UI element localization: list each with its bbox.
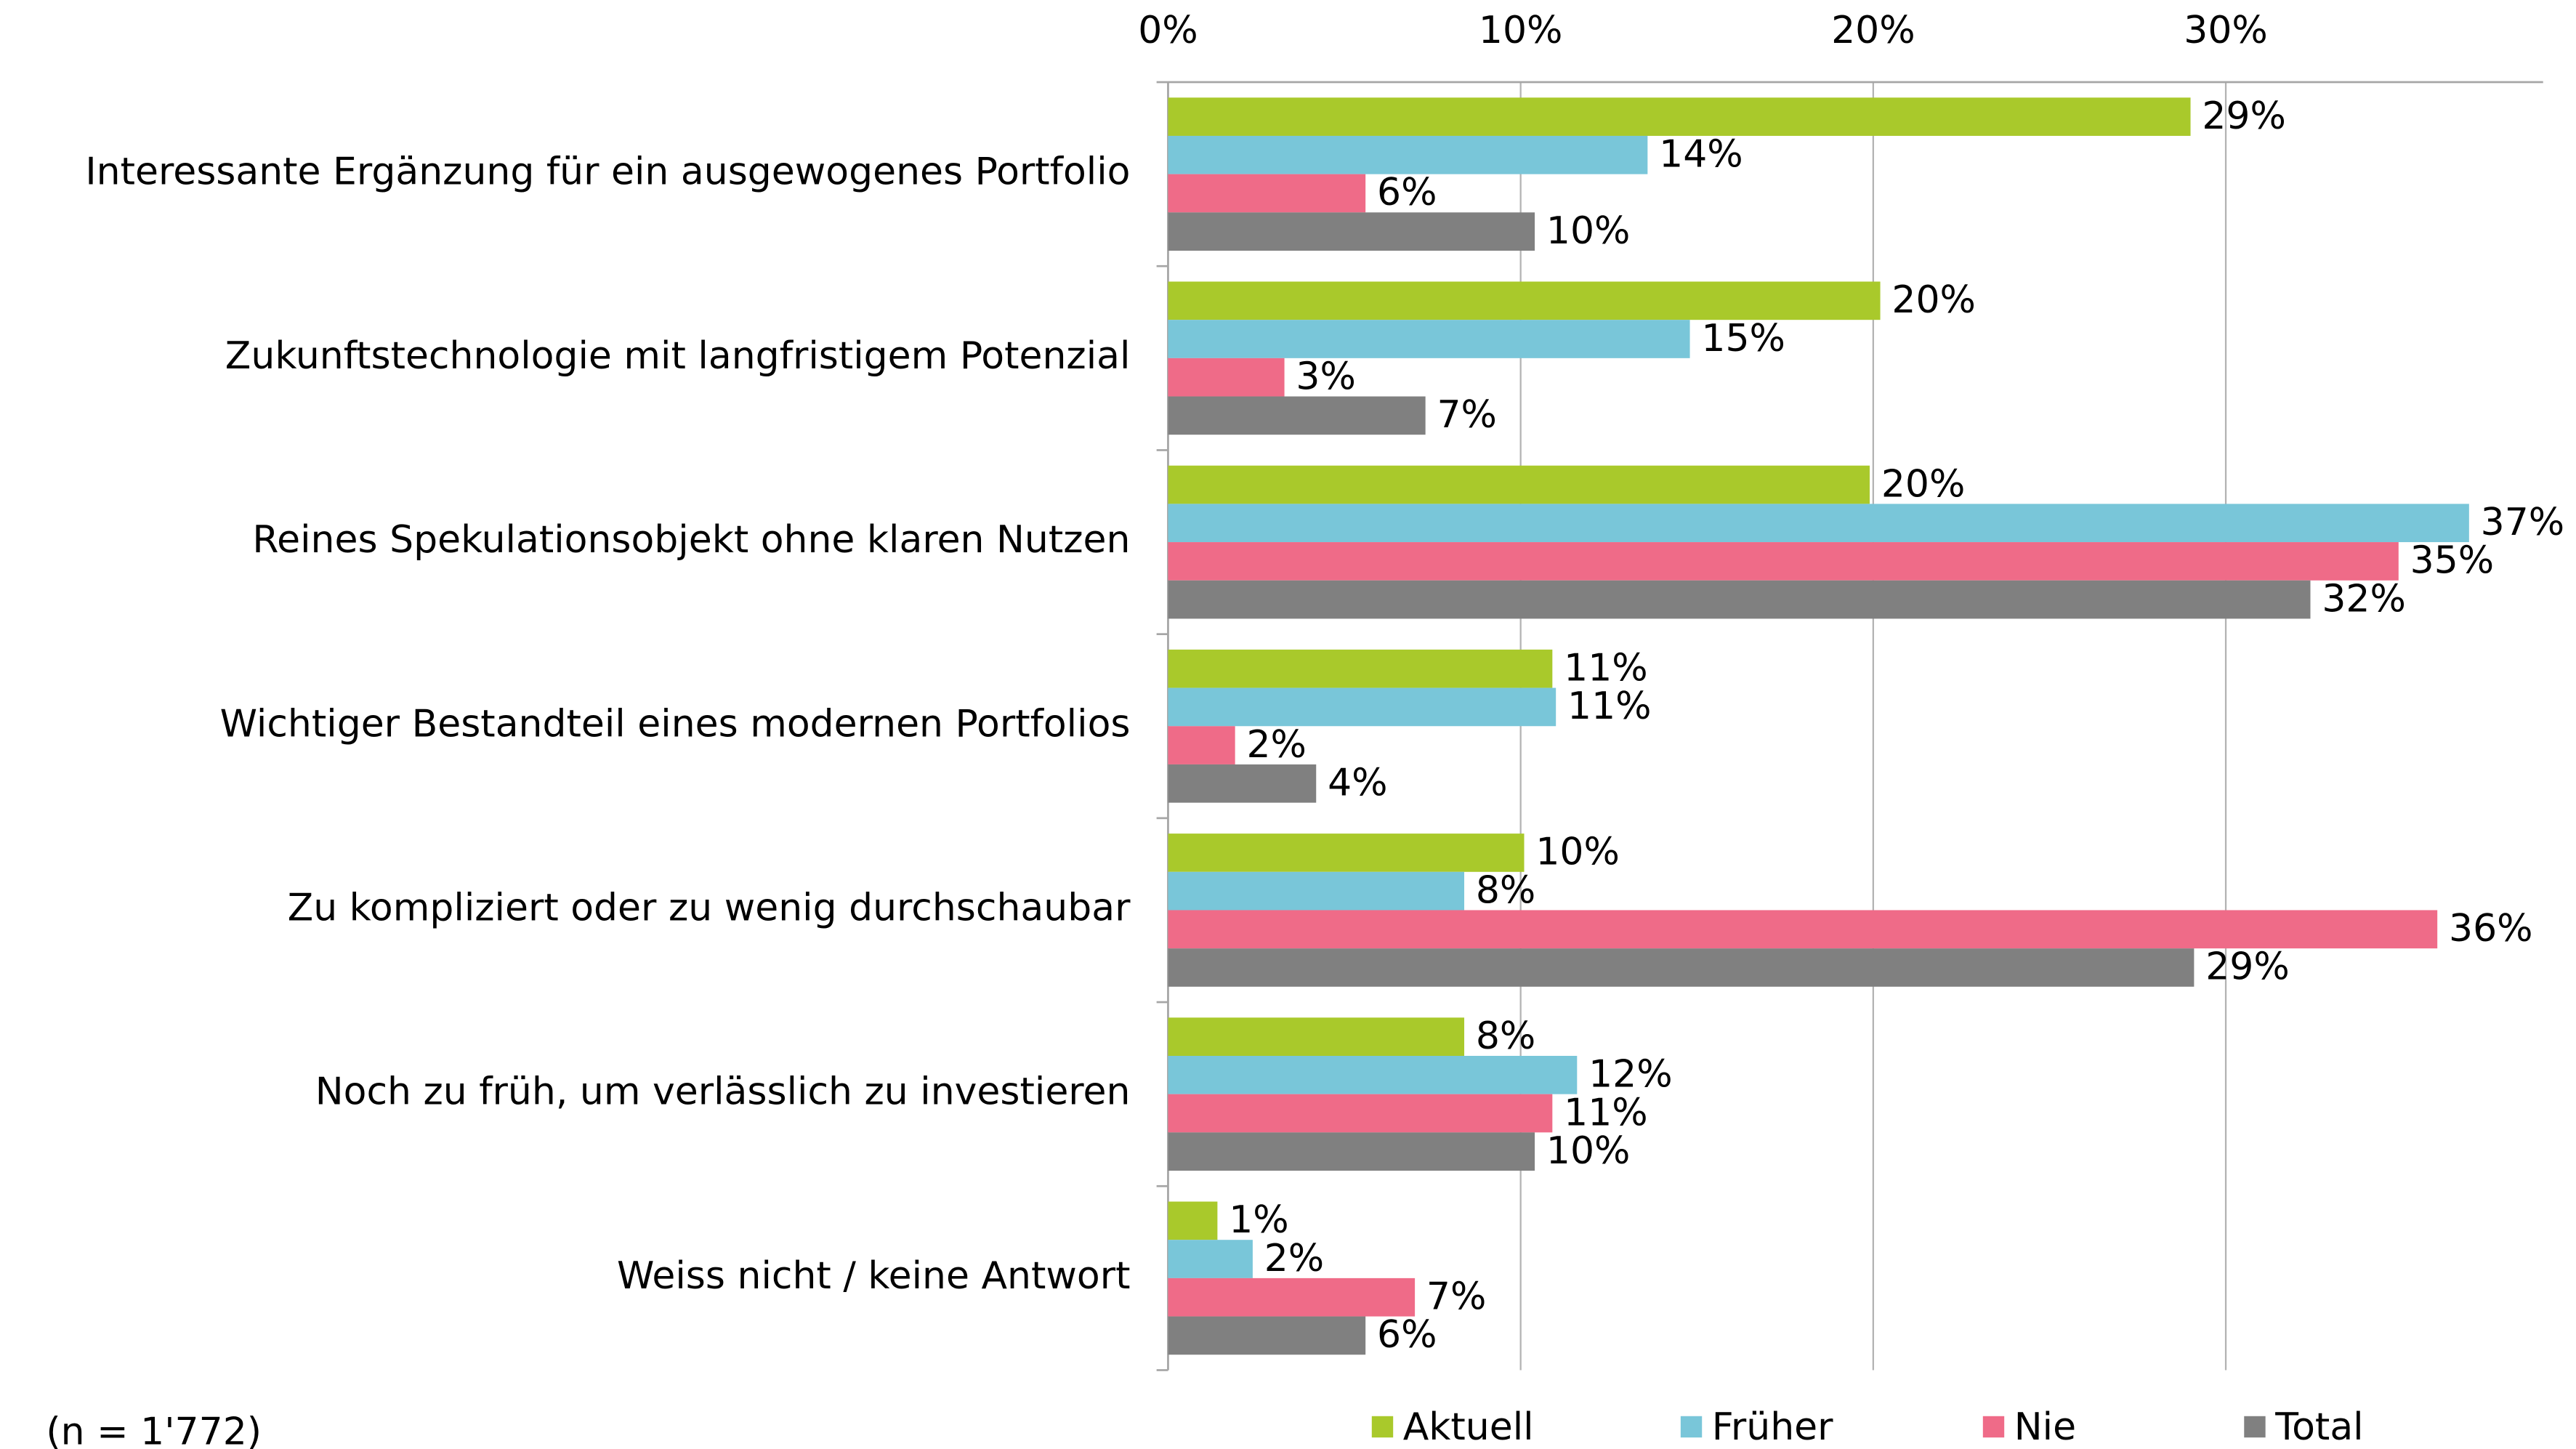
value-label: 2% — [1246, 723, 1306, 767]
value-label: 12% — [1588, 1053, 1673, 1097]
x-tick-label: 30% — [2184, 9, 2268, 52]
bar — [1168, 687, 1556, 727]
value-label: 10% — [1535, 831, 1620, 874]
bar — [1168, 542, 2399, 581]
value-label: 11% — [1564, 1091, 1648, 1134]
x-tick-label: 20% — [1831, 9, 1915, 52]
legend-swatch — [1680, 1416, 1703, 1438]
value-label: 20% — [1891, 278, 1976, 322]
value-label: 8% — [1476, 1014, 1535, 1058]
bar — [1168, 834, 1525, 872]
legend-label: Nie — [2014, 1405, 2076, 1449]
bar — [1168, 1240, 1253, 1278]
note: (n = 1'772) — [46, 1410, 262, 1449]
value-label: 29% — [2202, 94, 2286, 138]
value-label: 32% — [2322, 577, 2406, 621]
value-label: 37% — [2481, 501, 2565, 544]
bar — [1168, 1055, 1578, 1094]
value-label: 1% — [1229, 1198, 1288, 1242]
legend-label: Früher — [1712, 1405, 1833, 1449]
bar — [1168, 948, 2195, 987]
value-label: 10% — [1546, 1129, 1631, 1173]
value-label: 4% — [1328, 762, 1387, 805]
bar — [1168, 726, 1235, 764]
value-label: 10% — [1546, 209, 1631, 253]
y-tick-label: Interessante Ergänzung für ein ausgewoge… — [85, 150, 1130, 194]
bar — [1168, 465, 1870, 504]
y-tick-label: Noch zu früh, um verlässlich zu investie… — [315, 1070, 1131, 1114]
x-tick-label: 10% — [1479, 9, 1563, 52]
value-label: 35% — [2410, 539, 2495, 583]
legend-swatch — [1371, 1416, 1394, 1438]
y-tick-label: Zukunftstechnologie mit langfristigem Po… — [225, 334, 1131, 378]
x-tick-label: 0% — [1138, 9, 1198, 52]
bar — [1168, 135, 1648, 174]
bar — [1168, 871, 1465, 911]
value-label: 7% — [1426, 1275, 1486, 1318]
bar — [1168, 396, 1426, 435]
value-label: 14% — [1659, 133, 1743, 177]
legend-label: Total — [2274, 1405, 2363, 1449]
y-tick-label: Wichtiger Bestandteil eines modernen Por… — [220, 702, 1131, 746]
bar — [1168, 358, 1285, 397]
legend-label: Aktuell — [1403, 1405, 1534, 1449]
value-label: 11% — [1567, 685, 1652, 728]
value-label: 2% — [1264, 1237, 1324, 1280]
bar — [1168, 764, 1317, 803]
value-label: 3% — [1296, 355, 1355, 398]
value-label: 8% — [1476, 868, 1535, 912]
bar — [1168, 212, 1535, 251]
value-label: 7% — [1437, 393, 1496, 437]
bar — [1168, 281, 1881, 320]
bar — [1168, 320, 1690, 358]
bar — [1168, 1132, 1535, 1171]
y-tick-label: Zu kompliziert oder zu wenig durchschaub… — [288, 886, 1131, 929]
legend-swatch — [2244, 1416, 2266, 1438]
bar — [1168, 649, 1553, 688]
bar — [1168, 580, 2311, 619]
bar — [1168, 174, 1366, 213]
value-label: 29% — [2205, 945, 2290, 989]
bar — [1168, 97, 2191, 136]
bar — [1168, 1094, 1553, 1133]
y-tick-label: Reines Spekulationsobjekt ohne klaren Nu… — [252, 518, 1130, 562]
bar — [1168, 1017, 1465, 1056]
bar — [1168, 1201, 1218, 1240]
bar — [1168, 1316, 1366, 1355]
bar — [1168, 910, 2438, 949]
value-label: 6% — [1377, 171, 1437, 214]
bar — [1168, 1278, 1416, 1317]
value-label: 6% — [1377, 1313, 1437, 1357]
value-label: 11% — [1564, 647, 1648, 690]
bar — [1168, 504, 2469, 543]
value-label: 36% — [2449, 907, 2533, 950]
value-label: 20% — [1881, 462, 1966, 506]
y-tick-label: Weiss nicht / keine Antwort — [617, 1254, 1130, 1298]
legend-swatch — [1982, 1416, 2005, 1438]
value-label: 15% — [1701, 317, 1785, 360]
